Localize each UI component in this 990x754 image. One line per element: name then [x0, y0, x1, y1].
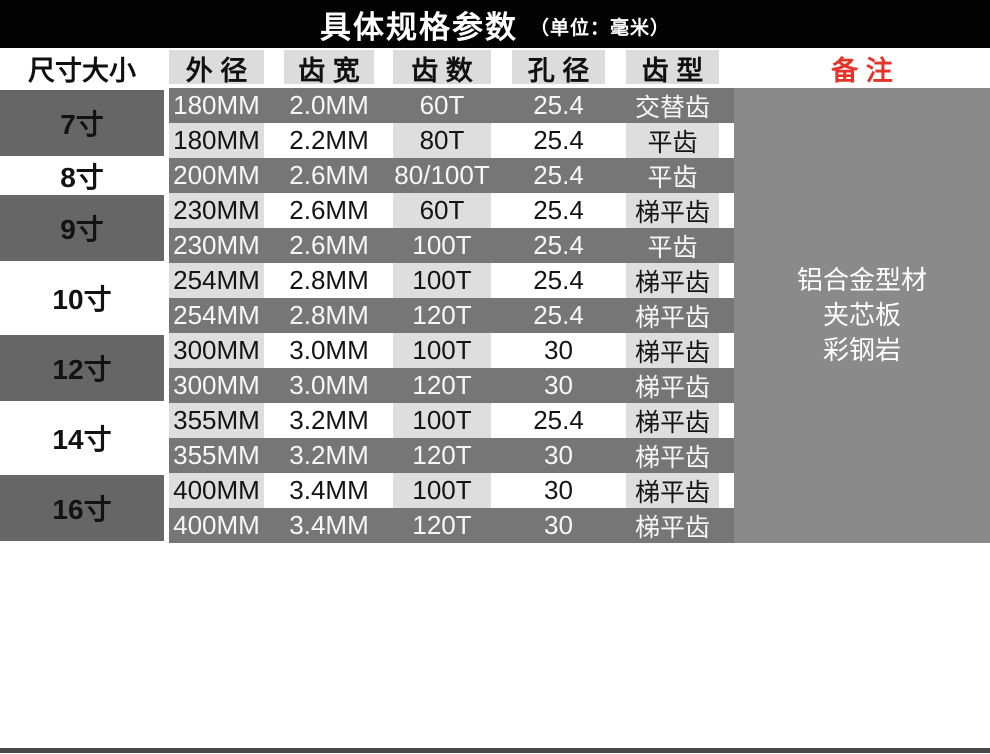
header-bore-diameter: 孔 径: [512, 48, 605, 88]
cell-outer-diameter: 400MM: [173, 510, 260, 540]
cell-tooth-width: 2.8MM: [284, 263, 374, 298]
cell-bore-diameter: 25.4: [512, 403, 605, 438]
cell-tooth-width: 3.2MM: [289, 440, 369, 470]
cell-tooth-type: 平齿: [647, 233, 698, 262]
header-size: 尺寸大小: [28, 55, 136, 86]
cell-tooth-count: 120T: [412, 510, 472, 540]
cell-tooth-width: 2.8MM: [289, 300, 369, 330]
cell-tooth-type: 梯平齿: [634, 513, 710, 542]
size-block: 8寸: [0, 158, 164, 193]
cell-bore-diameter: 30: [512, 473, 605, 508]
header-tooth-type: 齿 型: [626, 48, 719, 88]
cell-outer-diameter: 300MM: [173, 370, 260, 400]
remark-line: 铝合金型材: [796, 265, 927, 295]
cell-outer-diameter: 230MM: [169, 193, 264, 228]
header-tooth-count: 齿 数: [393, 48, 491, 88]
cell-outer-diameter: 400MM: [169, 473, 264, 508]
cell-bore-diameter: 30: [544, 370, 573, 400]
cell-tooth-width: 3.4MM: [289, 510, 369, 540]
cell-tooth-width: 3.4MM: [284, 473, 374, 508]
dark-row-backdrop: [169, 508, 734, 543]
dark-row-backdrop: [169, 368, 734, 403]
cell-tooth-type: 交替齿: [634, 93, 710, 122]
cell-tooth-type: 梯平齿: [634, 373, 710, 402]
dark-row-backdrop: [169, 228, 734, 263]
cell-tooth-count: 100T: [393, 403, 491, 438]
cell-tooth-count: 60T: [419, 90, 465, 120]
remark-block: 铝合金型材 夹芯板 彩钢岩: [734, 88, 990, 543]
cell-tooth-width: 2.6MM: [289, 160, 369, 190]
size-block: 9寸: [0, 193, 164, 263]
header-tooth-width: 齿 宽: [284, 48, 374, 88]
cell-tooth-width: 2.6MM: [289, 230, 369, 260]
spec-table: 尺寸大小 外 径 齿 宽 齿 数 孔 径 齿 型 备 注 铝合金型材 夹芯板 彩…: [0, 48, 990, 543]
cell-bore-diameter: 25.4: [512, 193, 605, 228]
cell-tooth-type: 平齿: [626, 123, 719, 158]
cell-tooth-type: 平齿: [647, 163, 698, 192]
size-block: 16寸: [0, 473, 164, 543]
cell-tooth-width: 3.0MM: [284, 333, 374, 368]
dark-row-backdrop: [169, 158, 734, 193]
cell-outer-diameter: 254MM: [173, 300, 260, 330]
cell-tooth-count: 120T: [412, 370, 472, 400]
cell-bore-diameter: 30: [544, 440, 573, 470]
cell-outer-diameter: 355MM: [169, 403, 264, 438]
cell-outer-diameter: 254MM: [169, 263, 264, 298]
cell-tooth-type: 梯平齿: [626, 403, 719, 438]
cell-bore-diameter: 25.4: [533, 230, 584, 260]
cell-bore-diameter: 25.4: [512, 123, 605, 158]
cell-bore-diameter: 25.4: [512, 263, 605, 298]
cell-tooth-type: 梯平齿: [634, 443, 710, 472]
cell-tooth-count: 60T: [393, 193, 491, 228]
cell-tooth-count: 80/100T: [394, 160, 490, 190]
cell-tooth-count: 100T: [393, 263, 491, 298]
remark-line: 夹芯板: [822, 300, 901, 330]
page-title: 具体规格参数: [319, 9, 518, 45]
cell-outer-diameter: 300MM: [169, 333, 264, 368]
cell-outer-diameter: 180MM: [173, 90, 260, 120]
unit-note: （单位：毫米）: [529, 17, 670, 39]
cell-tooth-type: 梯平齿: [634, 303, 710, 332]
cell-outer-diameter: 230MM: [173, 230, 260, 260]
size-block: 12寸: [0, 333, 164, 403]
dark-row-backdrop: [169, 298, 734, 333]
cell-bore-diameter: 30: [512, 333, 605, 368]
cell-tooth-count: 100T: [393, 333, 491, 368]
header-outer-diameter: 外 径: [169, 48, 264, 88]
size-block: 7寸: [0, 88, 164, 158]
cell-tooth-width: 2.2MM: [284, 123, 374, 158]
cell-outer-diameter: 200MM: [173, 160, 260, 190]
cell-tooth-type: 梯平齿: [626, 473, 719, 508]
cell-bore-diameter: 30: [544, 510, 573, 540]
cell-tooth-count: 100T: [412, 230, 472, 260]
cell-tooth-width: 3.2MM: [284, 403, 374, 438]
cell-tooth-type: 梯平齿: [626, 263, 719, 298]
bottom-divider: [0, 748, 990, 753]
size-block: 10寸: [0, 263, 164, 333]
cell-bore-diameter: 25.4: [533, 90, 584, 120]
cell-tooth-count: 80T: [393, 123, 491, 158]
title-bar: 具体规格参数 （单位：毫米）: [0, 0, 990, 48]
dark-row-backdrop: [169, 438, 734, 473]
cell-outer-diameter: 355MM: [173, 440, 260, 470]
header-remark: 备 注: [831, 55, 893, 86]
cell-tooth-count: 100T: [393, 473, 491, 508]
remark-line: 彩钢岩: [822, 335, 901, 365]
cell-tooth-width: 2.6MM: [284, 193, 374, 228]
size-block: 14寸: [0, 403, 164, 473]
cell-tooth-count: 120T: [412, 440, 472, 470]
cell-tooth-type: 梯平齿: [626, 333, 719, 368]
cell-outer-diameter: 180MM: [169, 123, 264, 158]
cell-tooth-count: 120T: [412, 300, 472, 330]
cell-bore-diameter: 25.4: [533, 300, 584, 330]
cell-tooth-width: 3.0MM: [289, 370, 369, 400]
dark-row-backdrop: [169, 88, 734, 123]
cell-tooth-type: 梯平齿: [626, 193, 719, 228]
cell-tooth-width: 2.0MM: [289, 90, 369, 120]
cell-bore-diameter: 25.4: [533, 160, 584, 190]
